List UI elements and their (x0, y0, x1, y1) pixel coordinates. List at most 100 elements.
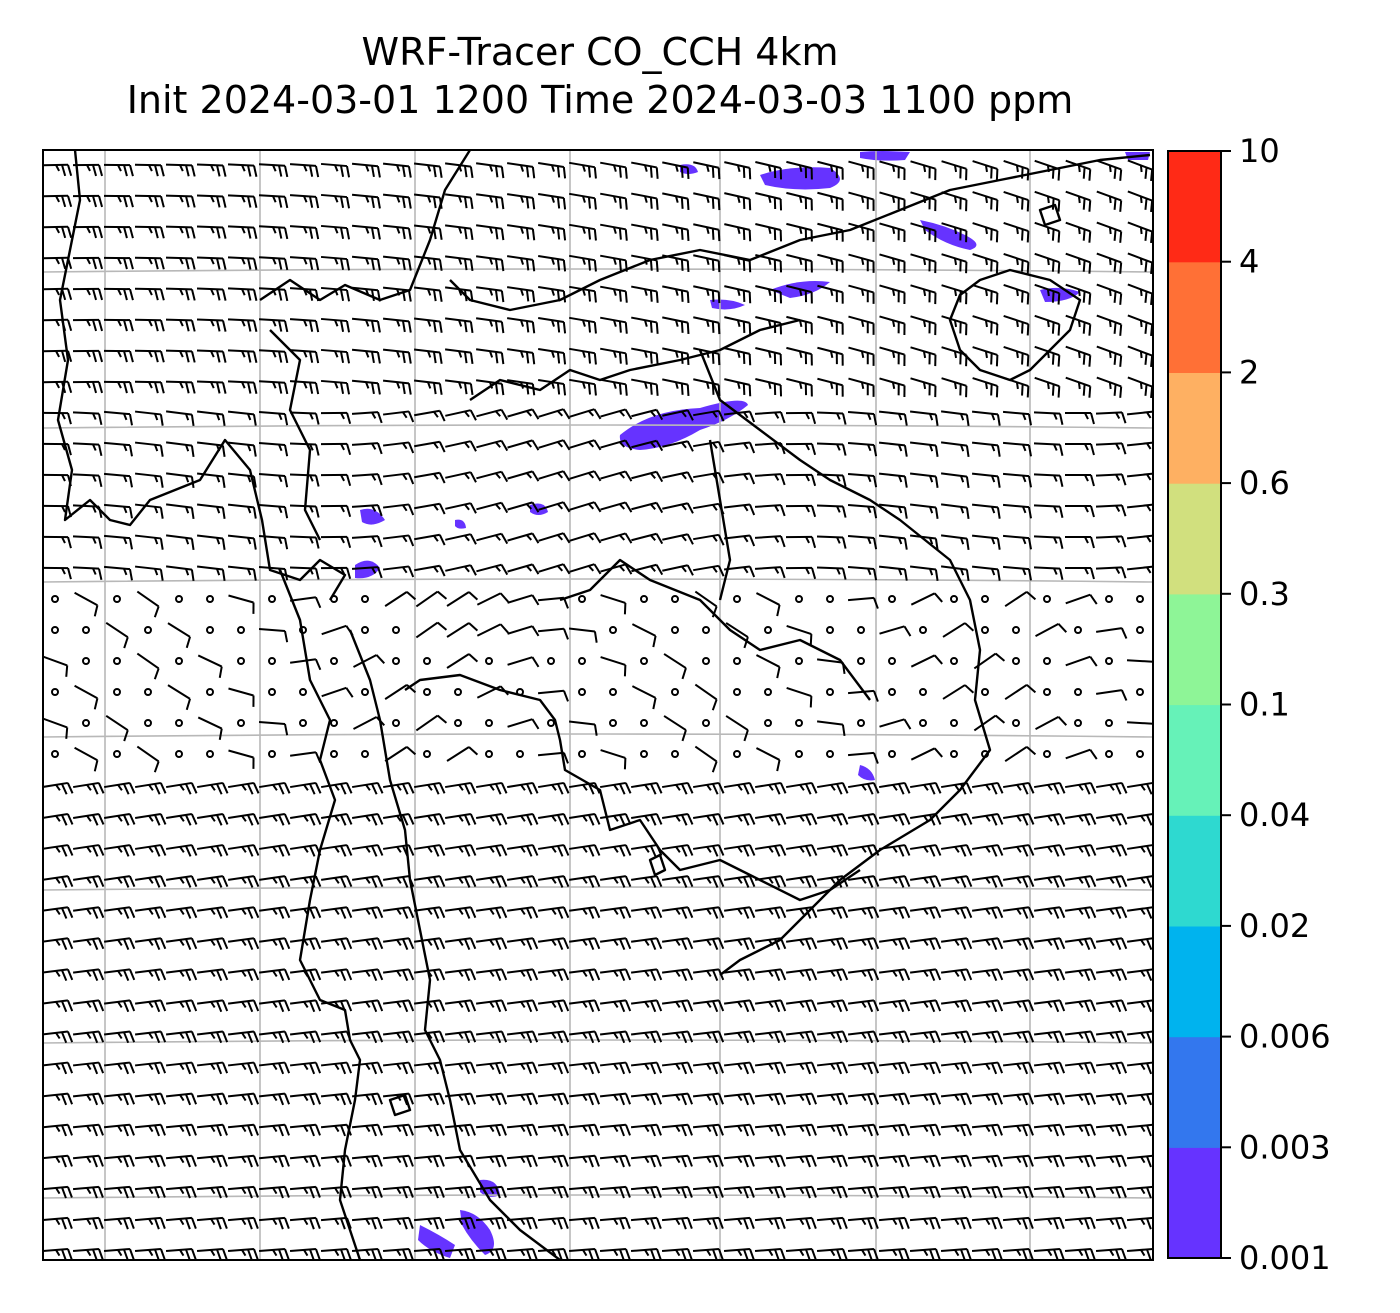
wind-barb (259, 781, 291, 795)
wind-barb (196, 1216, 228, 1230)
wind-barb (43, 566, 72, 580)
calm-wind-marker (702, 626, 710, 634)
wind-barb (258, 628, 289, 643)
calm-wind-marker (268, 595, 276, 603)
wind-barb (1096, 781, 1128, 795)
wind-barb (289, 256, 320, 271)
wind-barb (289, 473, 320, 487)
wind-barb (165, 1216, 197, 1230)
wind-barb (289, 844, 322, 857)
wind-barb (940, 441, 970, 457)
wind-barb (43, 781, 74, 795)
wind-barb (382, 875, 415, 888)
wind-barb (661, 1185, 693, 1199)
calm-wind-marker (795, 595, 803, 603)
wind-barb (72, 535, 103, 550)
wind-barb (1002, 1247, 1034, 1260)
calm-wind-marker (795, 657, 803, 665)
wind-barb (1034, 781, 1066, 795)
wind-barb (909, 844, 942, 857)
gridline-parallel (43, 733, 1153, 738)
wind-barb (816, 999, 849, 1013)
wind-barb (878, 1092, 911, 1106)
wind-barb (1004, 590, 1037, 608)
wind-barb (816, 504, 847, 518)
wind-barb (693, 409, 725, 422)
wind-barb (1064, 1030, 1097, 1044)
wind-barb (165, 380, 196, 394)
wind-barb (1003, 314, 1030, 336)
wind-barb (320, 968, 353, 982)
chart-title: WRF-Tracer CO_CCH 4km Init 2024-03-01 12… (0, 28, 1200, 124)
wind-barb (909, 1247, 941, 1260)
wind-barb (43, 717, 69, 739)
wind-barb (661, 1092, 694, 1106)
wind-barb (103, 163, 134, 177)
wind-barb (724, 192, 752, 211)
wind-barb (227, 968, 260, 982)
wind-barb (72, 1216, 104, 1230)
wind-barb (569, 470, 602, 482)
wind-barb (196, 318, 227, 332)
wind-barb (227, 380, 258, 394)
wind-barb (228, 749, 255, 769)
wind-barb (878, 875, 911, 888)
wind-barb (661, 937, 694, 950)
calm-wind-marker (1043, 595, 1051, 603)
wind-barb (1002, 1092, 1035, 1106)
calm-wind-marker (981, 595, 989, 603)
wind-barb (72, 349, 104, 363)
wind-barb (910, 781, 942, 795)
wind-barb (1002, 441, 1033, 457)
wind-barb (878, 937, 911, 950)
wind-barb (723, 999, 756, 1013)
wind-barb (165, 256, 196, 270)
wind-barb (289, 380, 320, 395)
wind-barb (1065, 283, 1092, 305)
wind-barb (1095, 504, 1127, 517)
calm-wind-marker (1105, 719, 1113, 727)
wind-barb (661, 906, 694, 919)
wind-barb (104, 813, 136, 826)
wind-barb (382, 999, 415, 1013)
wind-barb (320, 379, 351, 395)
wind-barb (414, 533, 446, 546)
wind-barb (445, 564, 477, 576)
wind-barb (662, 409, 694, 421)
wind-barb (475, 1061, 508, 1075)
colorbar-tick-label: 0.6 (1239, 464, 1290, 502)
wind-barb (600, 408, 633, 420)
wind-barb (630, 1185, 662, 1199)
wind-barb (724, 813, 756, 826)
wind-barb (506, 1030, 539, 1044)
wind-barb (382, 1061, 415, 1075)
calm-wind-marker (795, 750, 803, 758)
wind-barb (661, 875, 694, 888)
calm-wind-marker (392, 626, 400, 634)
wind-barb (73, 781, 105, 795)
wind-barb (971, 844, 1004, 857)
wind-barb (289, 751, 322, 764)
wind-barb (754, 875, 787, 888)
wind-barb (382, 286, 412, 302)
wind-barb (1126, 659, 1153, 674)
wind-barb (258, 566, 289, 581)
wind-barb (196, 472, 226, 488)
wind-barb (351, 224, 381, 240)
wind-barb (785, 1092, 818, 1106)
wind-barb (165, 163, 196, 177)
wind-barb (445, 781, 477, 795)
wind-barb (103, 318, 134, 332)
wind-barb (754, 411, 786, 424)
wind-barb (1035, 715, 1068, 731)
wind-barb (74, 684, 99, 710)
calm-wind-marker (392, 719, 400, 727)
wind-barb (786, 222, 813, 242)
wind-barb (692, 1247, 724, 1260)
wind-barb (817, 222, 844, 242)
inner-border-east (708, 439, 732, 601)
wind-barb (258, 163, 289, 178)
wind-barb (785, 1216, 817, 1230)
wind-barb (1034, 252, 1061, 274)
wind-barb (351, 1030, 384, 1044)
